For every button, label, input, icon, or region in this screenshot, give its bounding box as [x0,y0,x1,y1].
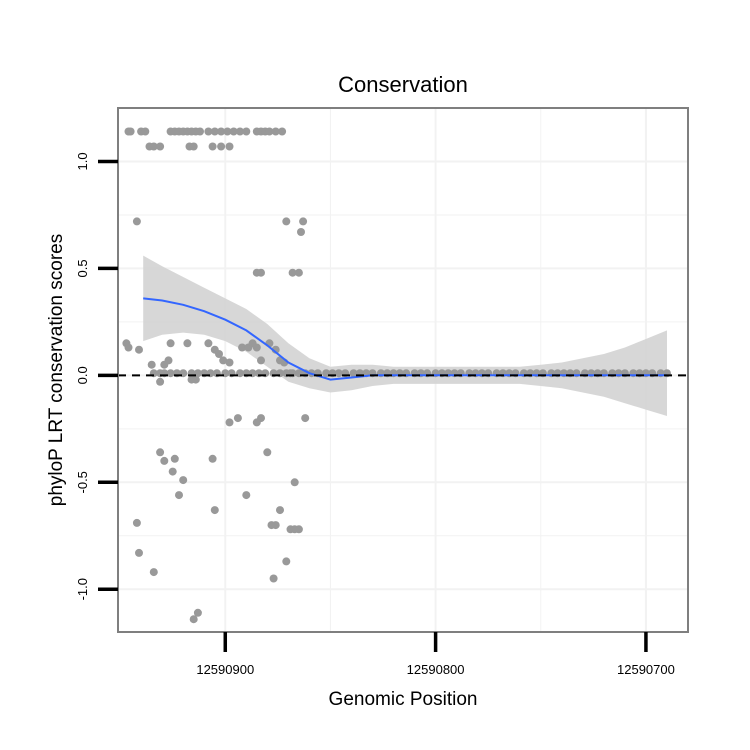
data-point-85 [135,548,143,557]
data-point-32 [278,127,287,136]
data-point-93 [282,557,291,566]
data-point-124 [334,369,343,378]
data-point-3 [141,127,150,136]
y-tick-label-4: -1.0 [75,578,90,600]
data-point-49 [183,339,192,348]
data-point-68 [225,418,234,427]
data-point-82 [210,506,219,515]
data-point-18 [210,127,219,136]
y-axis-label: phyloP LRT conservation scores [46,234,67,507]
data-point-54 [215,350,223,358]
data-point-78 [208,454,217,463]
data-point-91 [294,525,303,534]
data-point-31 [271,127,280,136]
data-point-35 [257,268,265,277]
y-tick-label-0: 1.0 [75,152,90,170]
data-point-60 [252,343,261,352]
data-point-19 [217,127,226,136]
axis-layer: 1.0 0.5 0.0 -0.5 -1.0 12590900 12590800 1259070… [75,152,675,677]
data-point-24 [208,142,217,151]
data-point-17 [204,127,213,136]
data-point-94 [189,615,198,624]
data-point-39 [299,217,308,226]
x-tick-label-2: 12590700 [617,662,675,677]
chart-title: Conservation [338,72,468,97]
data-point-42 [124,343,133,352]
data-point-37 [288,268,297,277]
confidence-band-layer [143,255,667,416]
data-point-20 [223,127,232,136]
data-point-99 [166,369,175,378]
y-tick-label-1: 0.5 [75,259,90,277]
data-point-5 [149,142,158,151]
data-point-80 [263,448,272,457]
data-point-77 [175,491,183,500]
data-point-14 [196,127,204,136]
data-point-6 [156,142,165,151]
data-point-57 [238,343,247,352]
data-point-52 [204,339,213,348]
data-point-69 [233,414,242,423]
data-point-40 [297,228,305,236]
data-point-67 [301,414,310,423]
data-point-1 [126,127,135,136]
x-tick-label-1: 12590800 [407,662,465,677]
data-point-75 [170,454,179,463]
data-point-21 [229,127,238,136]
data-point-126 [349,369,358,378]
x-axis-label: Genomic Position [329,689,478,710]
data-point-61 [257,356,265,365]
data-point-76 [179,476,188,485]
data-point-79 [242,491,251,500]
data-point-16 [189,142,198,151]
data-point-36 [282,217,291,226]
data-point-73 [160,456,169,465]
data-point-74 [168,467,177,476]
data-point-51 [191,375,200,384]
data-point-84 [132,518,141,527]
data-point-33 [132,217,141,226]
data-point-55 [219,356,228,365]
data-point-47 [164,356,173,365]
plot-frame [117,107,689,633]
data-point-26 [225,142,234,151]
x-tick-label-0: 12590900 [196,662,254,677]
data-point-48 [166,339,175,348]
data-point-30 [265,127,274,136]
data-point-22 [236,127,244,136]
data-point-45 [156,377,165,386]
data-point-23 [242,127,251,136]
y-tick-label-2: 0.0 [75,366,90,384]
data-point-38 [294,268,303,277]
data-point-44 [147,360,156,369]
confidence-band [143,255,667,416]
data-point-83 [276,506,284,515]
data-point-92 [269,574,278,583]
data-point-56 [225,358,234,367]
data-point-88 [271,521,280,530]
data-point-43 [135,345,143,354]
data-point-95 [193,608,202,617]
data-point-25 [217,142,226,151]
y-tick-label-3: -0.5 [75,471,90,493]
data-point-72 [156,448,165,457]
data-point-81 [290,478,299,487]
data-point-71 [257,414,265,423]
data-point-86 [149,568,158,577]
